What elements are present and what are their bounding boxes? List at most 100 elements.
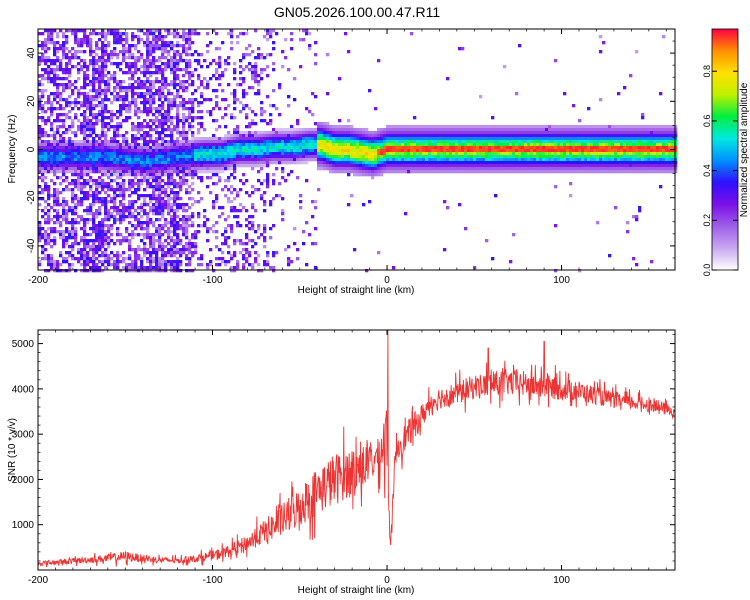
spectrogram-cell bbox=[173, 44, 177, 48]
spectrogram-cell bbox=[152, 92, 156, 96]
spectrogram-cell bbox=[278, 131, 282, 135]
spectrogram-cell bbox=[467, 161, 471, 165]
spectrogram-cell bbox=[266, 137, 270, 141]
spectrogram-cell bbox=[119, 50, 123, 54]
spectrogram-cell bbox=[167, 104, 171, 108]
spectrogram-cell bbox=[383, 170, 387, 174]
spectrogram-cell bbox=[167, 101, 171, 105]
spectrogram-cell bbox=[86, 212, 90, 216]
spectrogram-cell bbox=[257, 236, 261, 240]
spectrogram-cell bbox=[197, 146, 201, 150]
spectrogram-cell bbox=[107, 155, 111, 159]
spectrogram-cell bbox=[56, 266, 60, 270]
spectrogram-cell bbox=[104, 131, 108, 135]
spectrogram-cell bbox=[44, 122, 48, 126]
spectrogram-cell bbox=[149, 260, 153, 264]
spectrogram-cell bbox=[485, 164, 489, 168]
spectrogram-cell bbox=[152, 62, 156, 66]
spectrogram-cell bbox=[77, 119, 81, 123]
spectrogram-cell bbox=[47, 134, 51, 138]
spectrogram-cell bbox=[464, 164, 468, 168]
spectrogram-cell bbox=[125, 206, 129, 210]
spectrogram-cell bbox=[101, 251, 105, 255]
spectrogram-cell bbox=[149, 83, 153, 87]
spectrogram-cell bbox=[245, 143, 249, 147]
spectrogram-cell bbox=[332, 134, 336, 138]
spectrogram-cell bbox=[128, 209, 132, 213]
spectrogram-cell bbox=[104, 185, 108, 189]
spectrogram-cell bbox=[116, 62, 120, 66]
spectrogram-cell bbox=[74, 158, 78, 162]
spectrogram-cell bbox=[188, 260, 192, 264]
spectrogram-cell bbox=[434, 128, 438, 132]
spectrogram-cell bbox=[41, 158, 45, 162]
spectrogram-cell bbox=[254, 143, 258, 147]
spectrogram-cell bbox=[44, 254, 48, 258]
spectrogram-cell bbox=[488, 131, 492, 135]
spectrogram-cell bbox=[86, 41, 90, 45]
spectrogram-cell bbox=[143, 176, 147, 180]
spectrogram-cell bbox=[308, 131, 312, 135]
spectrogram-cell bbox=[392, 164, 396, 168]
spectrogram-cell bbox=[371, 176, 375, 180]
spectrogram-cell bbox=[179, 95, 183, 99]
spectrogram-cell bbox=[125, 92, 129, 96]
spectrogram-cell bbox=[209, 176, 213, 180]
spectrogram-cell bbox=[65, 71, 69, 75]
spectrogram-cell bbox=[56, 269, 60, 273]
spectrogram-cell bbox=[173, 215, 177, 219]
spectrogram-cell bbox=[62, 149, 66, 153]
spectrogram-cell bbox=[182, 83, 186, 87]
spectrogram-cell bbox=[362, 131, 366, 135]
spectrogram-cell bbox=[203, 224, 207, 228]
spectrogram-cell bbox=[59, 149, 63, 153]
spectrogram-cell bbox=[59, 233, 63, 237]
spectrogram-cell bbox=[458, 137, 462, 141]
spectrogram-cell bbox=[131, 233, 135, 237]
spectrogram-cell bbox=[164, 182, 168, 186]
spectrogram-cell bbox=[83, 239, 87, 243]
spectrogram-cell bbox=[194, 140, 198, 144]
spectrogram-cell bbox=[524, 149, 528, 153]
spectrogram-cell bbox=[182, 35, 186, 39]
spectrogram-cell bbox=[161, 131, 165, 135]
spectrogram-cell bbox=[173, 245, 177, 249]
spectrogram-cell bbox=[347, 149, 351, 153]
spectrogram-cell bbox=[329, 137, 333, 141]
spectrogram-cell bbox=[245, 257, 249, 261]
spectrogram-cell bbox=[56, 260, 60, 264]
spectrogram-cell bbox=[446, 170, 450, 174]
spectrogram-cell bbox=[44, 257, 48, 261]
spectrogram-cell bbox=[413, 149, 417, 153]
spectrogram-cell bbox=[452, 140, 456, 144]
spectrogram-cell bbox=[449, 167, 453, 171]
spectrogram-cell bbox=[137, 137, 141, 141]
spectrogram-cell bbox=[284, 140, 288, 144]
spectrogram-cell bbox=[377, 251, 381, 255]
spectrogram-cell bbox=[146, 89, 150, 93]
spectrogram-cell bbox=[62, 197, 66, 201]
spectrogram-cell bbox=[131, 203, 135, 207]
spectrogram-cell bbox=[245, 242, 249, 246]
spectrogram-cell bbox=[149, 137, 153, 141]
spectrogram-cell bbox=[173, 212, 177, 216]
spectrogram-cell bbox=[92, 215, 96, 219]
spectrogram-cell bbox=[203, 77, 207, 81]
spectrogram-cell bbox=[137, 188, 141, 192]
spectrogram-cell bbox=[128, 269, 132, 273]
spectrogram-cell bbox=[194, 161, 198, 165]
spectrogram-cell bbox=[56, 35, 60, 39]
spectrogram-cell bbox=[188, 215, 192, 219]
spectrogram-cell bbox=[266, 179, 270, 183]
spectrogram-cell bbox=[365, 155, 369, 159]
spectrogram-cell bbox=[65, 128, 69, 132]
spectrogram-cell bbox=[56, 263, 60, 267]
spectrogram-cell bbox=[44, 182, 48, 186]
spectrogram-cell bbox=[218, 248, 222, 252]
spectrogram-cell bbox=[86, 164, 90, 168]
spectrogram-cell bbox=[329, 158, 333, 162]
spectrogram-cell bbox=[161, 224, 165, 228]
spectrogram-cell bbox=[113, 137, 117, 141]
spectrogram-cell bbox=[101, 227, 105, 231]
spectrogram-cell bbox=[380, 161, 384, 165]
